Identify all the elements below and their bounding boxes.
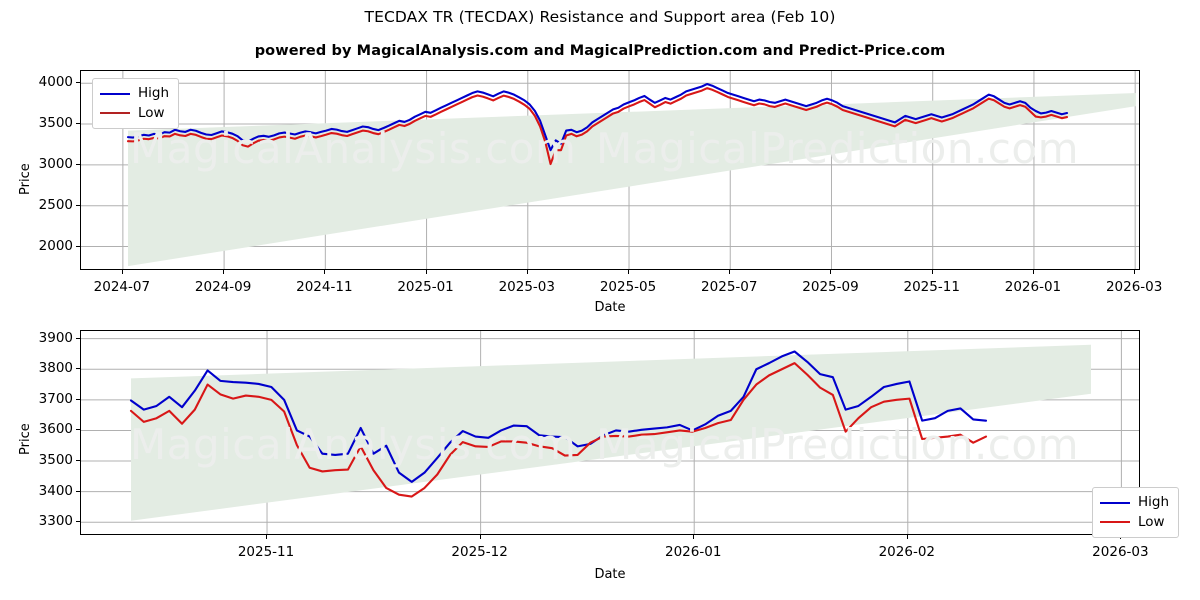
bottom-plot-svg	[81, 331, 1140, 535]
y-axis-tick-label: 3400	[39, 483, 73, 499]
legend-label-high: High	[138, 84, 169, 104]
y-axis-tick-label: 3500	[39, 452, 73, 468]
top-plot-svg	[81, 71, 1140, 270]
y-axis-tick-mark	[76, 399, 80, 400]
y-axis-tick-label: 3900	[39, 330, 73, 346]
legend-entry-low: Low	[100, 104, 169, 124]
y-axis-tick-label: 3700	[39, 391, 73, 407]
top-y-axis-label: Price	[18, 163, 33, 195]
x-axis-tick-mark	[830, 270, 831, 274]
y-axis-tick-mark	[76, 460, 80, 461]
x-axis-tick-label: 2025-07	[701, 279, 757, 295]
y-axis-tick-label: 4000	[39, 74, 73, 90]
x-axis-tick-mark	[122, 270, 123, 274]
y-axis-tick-label: 3300	[39, 513, 73, 529]
x-axis-tick-mark	[266, 535, 267, 539]
x-axis-tick-label: 2025-11	[238, 544, 294, 560]
legend-label-high: High	[1138, 493, 1169, 513]
y-axis-tick-mark	[76, 368, 80, 369]
x-axis-tick-mark	[628, 270, 629, 274]
x-axis-tick-label: 2025-09	[802, 279, 858, 295]
support-resistance-band	[128, 93, 1136, 266]
page-title: TECDAX TR (TECDAX) Resistance and Suppor…	[0, 8, 1200, 26]
x-axis-tick-mark	[480, 535, 481, 539]
x-axis-tick-label: 2024-11	[296, 279, 352, 295]
x-axis-tick-mark	[693, 535, 694, 539]
legend-entry-high: High	[1100, 493, 1169, 513]
y-axis-tick-mark	[76, 82, 80, 83]
x-axis-tick-label: 2026-03	[1106, 279, 1162, 295]
x-axis-tick-mark	[324, 270, 325, 274]
x-axis-tick-mark	[1033, 270, 1034, 274]
x-axis-tick-mark	[527, 270, 528, 274]
x-axis-tick-mark	[907, 535, 908, 539]
x-axis-tick-label: 2025-05	[600, 279, 656, 295]
x-axis-tick-label: 2026-01	[665, 544, 721, 560]
x-axis-tick-label: 2025-01	[397, 279, 453, 295]
x-axis-tick-label: 2025-11	[904, 279, 960, 295]
y-axis-tick-mark	[76, 429, 80, 430]
y-axis-tick-mark	[76, 205, 80, 206]
chart-figure: TECDAX TR (TECDAX) Resistance and Suppor…	[0, 0, 1200, 600]
x-axis-tick-label: 2025-12	[451, 544, 507, 560]
x-axis-tick-mark	[729, 270, 730, 274]
x-axis-tick-label: 2026-03	[1092, 544, 1148, 560]
top-x-axis-label: Date	[80, 300, 1140, 315]
bottom-legend: High Low	[1092, 487, 1179, 538]
bottom-plot-area	[80, 330, 1140, 535]
legend-swatch-high	[1100, 502, 1130, 504]
y-axis-tick-mark	[76, 338, 80, 339]
x-axis-tick-mark	[426, 270, 427, 274]
top-chart-panel: 200025003000350040002024-072024-092024-1…	[80, 70, 1140, 270]
y-axis-tick-label: 3800	[39, 360, 73, 376]
x-axis-tick-label: 2026-02	[879, 544, 935, 560]
page-subtitle: powered by MagicalAnalysis.com and Magic…	[0, 43, 1200, 59]
legend-label-low: Low	[1138, 513, 1165, 533]
legend-swatch-high	[100, 93, 130, 95]
y-axis-tick-label: 3600	[39, 421, 73, 437]
legend-label-low: Low	[138, 104, 165, 124]
legend-swatch-low	[100, 112, 130, 114]
legend-entry-low: Low	[1100, 513, 1169, 533]
legend-swatch-low	[1100, 521, 1130, 523]
x-axis-tick-label: 2024-07	[94, 279, 150, 295]
legend-entry-high: High	[100, 84, 169, 104]
y-axis-tick-mark	[76, 164, 80, 165]
top-plot-area	[80, 70, 1140, 270]
bottom-x-axis-label: Date	[80, 567, 1140, 582]
x-axis-tick-mark	[932, 270, 933, 274]
y-axis-tick-label: 3000	[39, 156, 73, 172]
bottom-chart-panel: 33003400350036003700380039002025-112025-…	[80, 330, 1140, 535]
x-axis-tick-mark	[223, 270, 224, 274]
x-axis-tick-mark	[1134, 270, 1135, 274]
y-axis-tick-label: 3500	[39, 115, 73, 131]
top-legend: High Low	[92, 78, 179, 129]
x-axis-tick-label: 2024-09	[195, 279, 251, 295]
bottom-y-axis-label: Price	[18, 423, 33, 455]
y-axis-tick-label: 2500	[39, 197, 73, 213]
y-axis-tick-mark	[76, 123, 80, 124]
y-axis-tick-mark	[76, 491, 80, 492]
y-axis-tick-mark	[76, 521, 80, 522]
x-axis-tick-label: 2026-01	[1005, 279, 1061, 295]
x-axis-tick-label: 2025-03	[499, 279, 555, 295]
y-axis-tick-mark	[76, 246, 80, 247]
y-axis-tick-label: 2000	[39, 238, 73, 254]
